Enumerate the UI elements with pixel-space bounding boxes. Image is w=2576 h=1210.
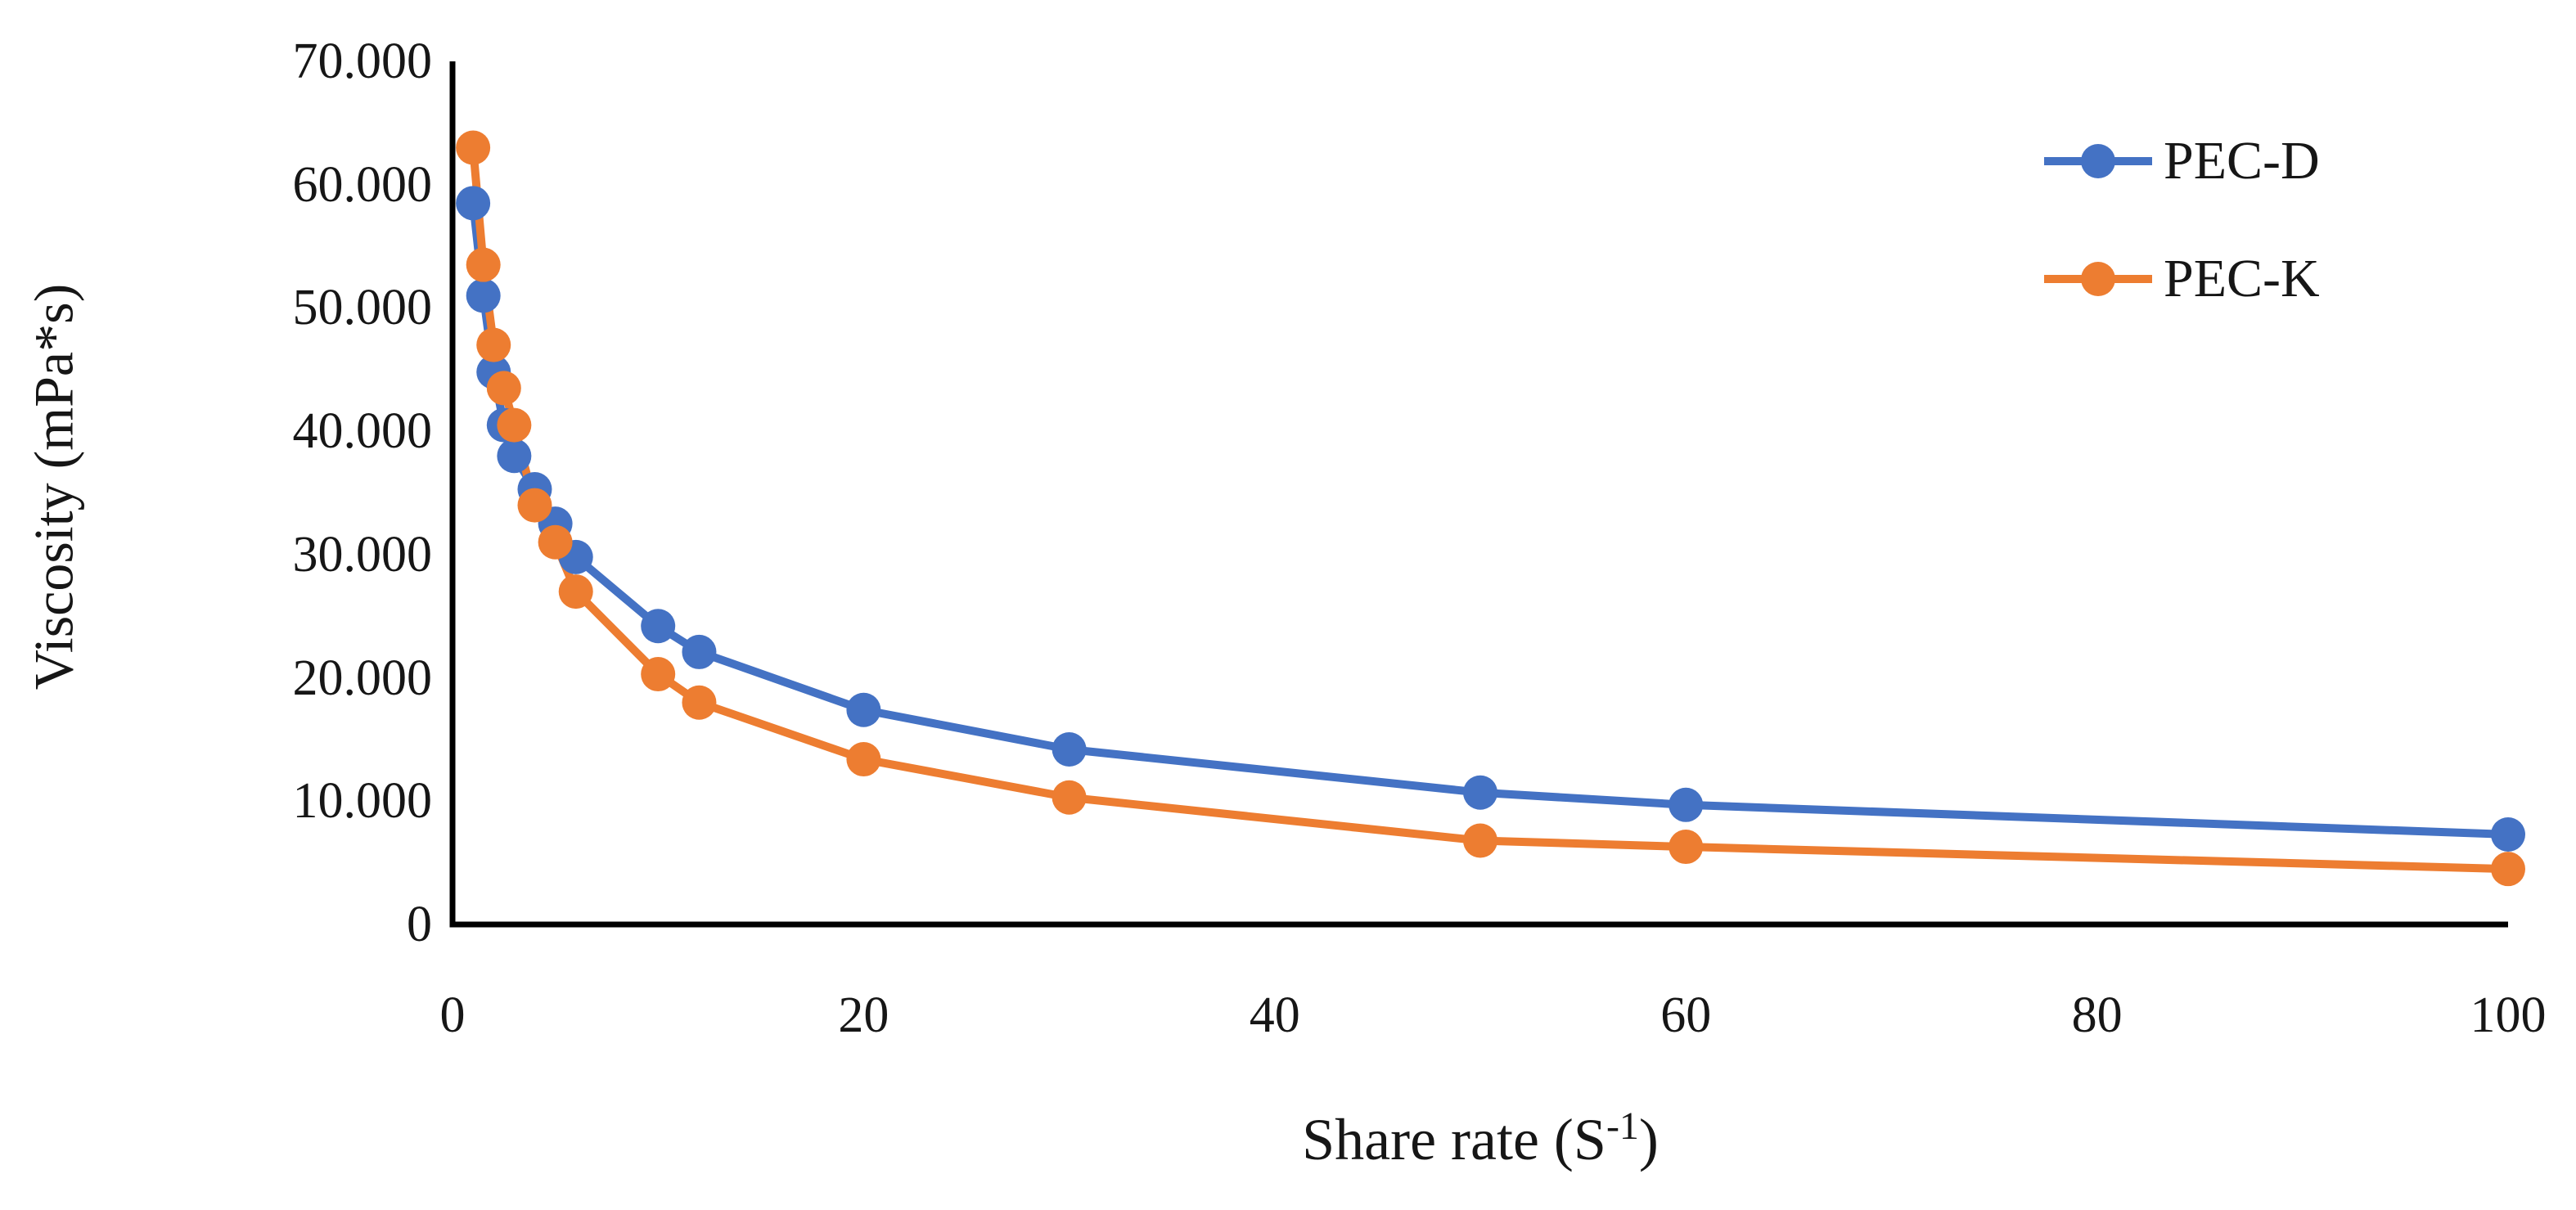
series-markers [456, 130, 2525, 887]
data-point-pec-d [1669, 787, 1704, 822]
y-tick-label: 0 [407, 897, 432, 952]
legend-item-pec-d: PEC-D [2044, 123, 2320, 200]
data-point-pec-k [846, 742, 881, 777]
x-tick-label: 80 [2071, 987, 2123, 1043]
x-tick-label: 40 [1249, 987, 1300, 1043]
data-point-pec-k [456, 130, 491, 165]
data-point-pec-d [1463, 775, 1497, 810]
x-axis-title-close-paren: ) [1638, 1107, 1659, 1172]
data-point-pec-d [2491, 816, 2525, 852]
data-point-pec-k [2491, 852, 2525, 887]
x-axis-title-superscript: -1 [1605, 1104, 1639, 1148]
data-point-pec-d [1052, 731, 1087, 767]
y-tick-label: 40.000 [292, 403, 433, 460]
x-axis-title-text: Share rate (S [1302, 1107, 1606, 1172]
data-point-pec-k [641, 657, 676, 692]
legend-marker-pec-d [2044, 144, 2152, 178]
x-tick-label: 20 [838, 987, 889, 1043]
data-point-pec-k [497, 407, 532, 443]
data-point-pec-k [1463, 823, 1497, 858]
data-point-pec-k [466, 247, 501, 282]
data-point-pec-k [682, 685, 717, 720]
y-tick-label: 70.000 [292, 34, 433, 89]
data-point-pec-k [558, 574, 593, 609]
axis-lines [449, 61, 2508, 928]
legend-marker-pec-k [2044, 262, 2152, 296]
y-tick-label: 10.000 [292, 773, 433, 830]
legend-label-pec-k: PEC-K [2164, 249, 2320, 308]
data-point-pec-k [1052, 780, 1087, 815]
data-point-pec-k [476, 327, 511, 362]
data-point-pec-d [497, 439, 532, 474]
y-tick-label: 30.000 [292, 526, 433, 583]
data-point-pec-d [456, 186, 491, 221]
data-point-pec-d [846, 692, 881, 727]
legend-item-pec-k: PEC-K [2044, 241, 2320, 317]
data-point-pec-k [517, 488, 552, 523]
x-axis-title: Share rate (S-1) [1302, 1106, 1659, 1174]
x-tick-label: 100 [2470, 987, 2547, 1043]
legend: PEC-D PEC-K [2044, 123, 2320, 317]
y-tick-label: 20.000 [292, 650, 433, 706]
data-point-pec-d [466, 278, 501, 313]
legend-label-pec-d: PEC-D [2164, 131, 2320, 191]
x-tick-label: 60 [1660, 987, 1712, 1043]
data-point-pec-k [538, 524, 573, 560]
y-tick-label: 60.000 [292, 156, 433, 213]
x-tick-label: 0 [439, 987, 466, 1043]
data-point-pec-d [682, 634, 717, 669]
y-tick-label: 50.000 [292, 280, 433, 336]
data-point-pec-d [641, 609, 676, 644]
y-axis-title: Viscosity (mPa*s) [22, 283, 85, 690]
data-point-pec-k [486, 371, 521, 406]
data-point-pec-k [1669, 830, 1704, 865]
